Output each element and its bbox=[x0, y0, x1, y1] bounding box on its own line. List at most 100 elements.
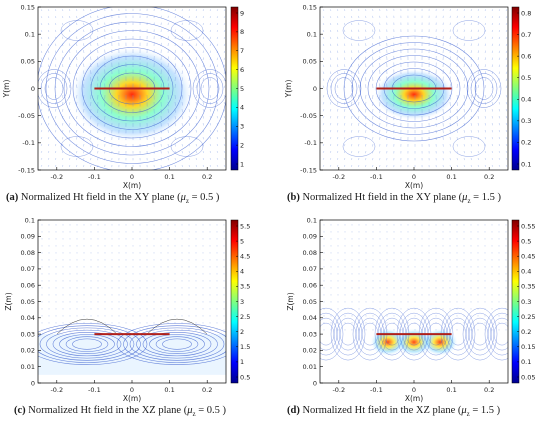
field-arrow bbox=[329, 16, 332, 19]
field-arrow bbox=[358, 22, 360, 26]
field-arrow bbox=[463, 29, 465, 33]
field-arrow bbox=[484, 108, 486, 112]
field-arrow bbox=[491, 122, 493, 126]
field-arrow bbox=[498, 157, 501, 160]
field-arrow bbox=[463, 157, 465, 161]
y-tick-label: 0.1 bbox=[25, 216, 35, 224]
field-arrow bbox=[69, 101, 71, 106]
field-arrow bbox=[216, 143, 219, 147]
field-arrow bbox=[344, 157, 346, 161]
contour-line bbox=[462, 307, 498, 361]
y-tick-label: 0.02 bbox=[21, 347, 35, 355]
field-arrow bbox=[181, 29, 183, 33]
field-arrow bbox=[498, 43, 501, 47]
field-arrow bbox=[484, 16, 486, 19]
field-arrow bbox=[463, 43, 465, 47]
field-arrow bbox=[351, 36, 353, 40]
colorbar-tick-label: 0.25 bbox=[521, 313, 535, 321]
field-arrow bbox=[62, 164, 64, 167]
y-tick-label: 0 bbox=[31, 379, 35, 387]
field-arrow bbox=[358, 29, 360, 33]
field-band bbox=[38, 334, 226, 375]
field-arrow bbox=[484, 115, 486, 119]
colorbar-tick-label: 0.5 bbox=[521, 74, 531, 82]
x-tick-label: 0.2 bbox=[202, 386, 212, 394]
field-arrow bbox=[322, 143, 325, 147]
field-arrow bbox=[216, 29, 219, 33]
field-arrow bbox=[337, 136, 339, 140]
field-arrow bbox=[195, 15, 197, 19]
field-arrow bbox=[209, 164, 211, 167]
field-arrow bbox=[223, 129, 226, 133]
field-arrow bbox=[188, 164, 190, 167]
y-tick-label: 0.04 bbox=[303, 314, 317, 322]
field-arrow bbox=[498, 50, 501, 54]
field-arrow bbox=[195, 164, 197, 167]
field-arrow bbox=[344, 57, 346, 61]
field-arrow bbox=[337, 43, 339, 47]
y-tick-label: 0.03 bbox=[303, 330, 317, 338]
colorbar bbox=[511, 6, 520, 171]
field-arrow bbox=[209, 129, 211, 133]
field-arrow bbox=[62, 9, 64, 12]
field-arrow bbox=[202, 43, 204, 47]
field-arrow bbox=[491, 29, 493, 33]
field-arrow bbox=[195, 70, 197, 75]
field-arrow bbox=[181, 94, 183, 99]
colorbar-tick-label: 0.2 bbox=[521, 328, 531, 336]
field-arrow bbox=[223, 16, 226, 19]
field-arrow bbox=[216, 136, 219, 140]
field-arrow bbox=[484, 164, 486, 167]
contour-line bbox=[343, 35, 485, 142]
field-arrow bbox=[216, 115, 219, 119]
field-arrow bbox=[351, 164, 353, 167]
field-arrow bbox=[477, 36, 479, 40]
field-arrow bbox=[351, 64, 353, 68]
field-arrow bbox=[181, 136, 183, 140]
field-arrow bbox=[463, 115, 465, 120]
field-arrow bbox=[47, 43, 50, 47]
field-arrow bbox=[76, 9, 78, 12]
x-tick-label: 0.2 bbox=[484, 173, 494, 181]
field-arrow bbox=[337, 101, 339, 105]
field-arrow bbox=[202, 9, 204, 12]
field-arrow bbox=[223, 94, 226, 98]
field-arrow bbox=[209, 16, 211, 19]
contour-line bbox=[192, 69, 226, 108]
field-arrow bbox=[470, 70, 472, 75]
field-arrow bbox=[62, 108, 64, 112]
field-arrow bbox=[76, 115, 78, 120]
x-tick-label: -0.2 bbox=[50, 173, 63, 181]
contour-line bbox=[470, 73, 498, 104]
field-arrow bbox=[62, 78, 64, 82]
colorbar-tick-label: 4 bbox=[240, 104, 244, 112]
field-arrow bbox=[209, 71, 211, 75]
colorbar-tick-label: 0.35 bbox=[521, 283, 535, 291]
field-arrow bbox=[202, 150, 204, 154]
y-axis-label: Y(m) bbox=[284, 80, 293, 99]
contour-line bbox=[72, 38, 192, 139]
field-arrow bbox=[69, 84, 71, 89]
field-arrow bbox=[477, 70, 479, 75]
field-arrow bbox=[470, 84, 472, 89]
field-arrow bbox=[195, 84, 197, 89]
field-arrow bbox=[322, 101, 325, 105]
field-arrow bbox=[470, 57, 472, 61]
field-arrow bbox=[470, 157, 472, 161]
field-arrow bbox=[47, 143, 50, 147]
field-arrow bbox=[69, 36, 71, 40]
field-arrow bbox=[498, 57, 501, 61]
y-tick-label: 0.06 bbox=[21, 282, 35, 290]
field-arrow bbox=[484, 85, 486, 89]
field-arrow bbox=[329, 136, 332, 140]
field-arrow bbox=[62, 143, 64, 147]
field-arrow bbox=[181, 56, 183, 61]
field-arrow bbox=[69, 22, 71, 26]
field-arrow bbox=[181, 150, 183, 154]
field-arrow bbox=[188, 157, 190, 161]
field-arrow bbox=[209, 85, 211, 89]
y-tick-label: 0.08 bbox=[21, 249, 35, 257]
field-arrow bbox=[40, 64, 43, 68]
field-arrow bbox=[62, 150, 64, 154]
field-arrow bbox=[181, 63, 183, 68]
